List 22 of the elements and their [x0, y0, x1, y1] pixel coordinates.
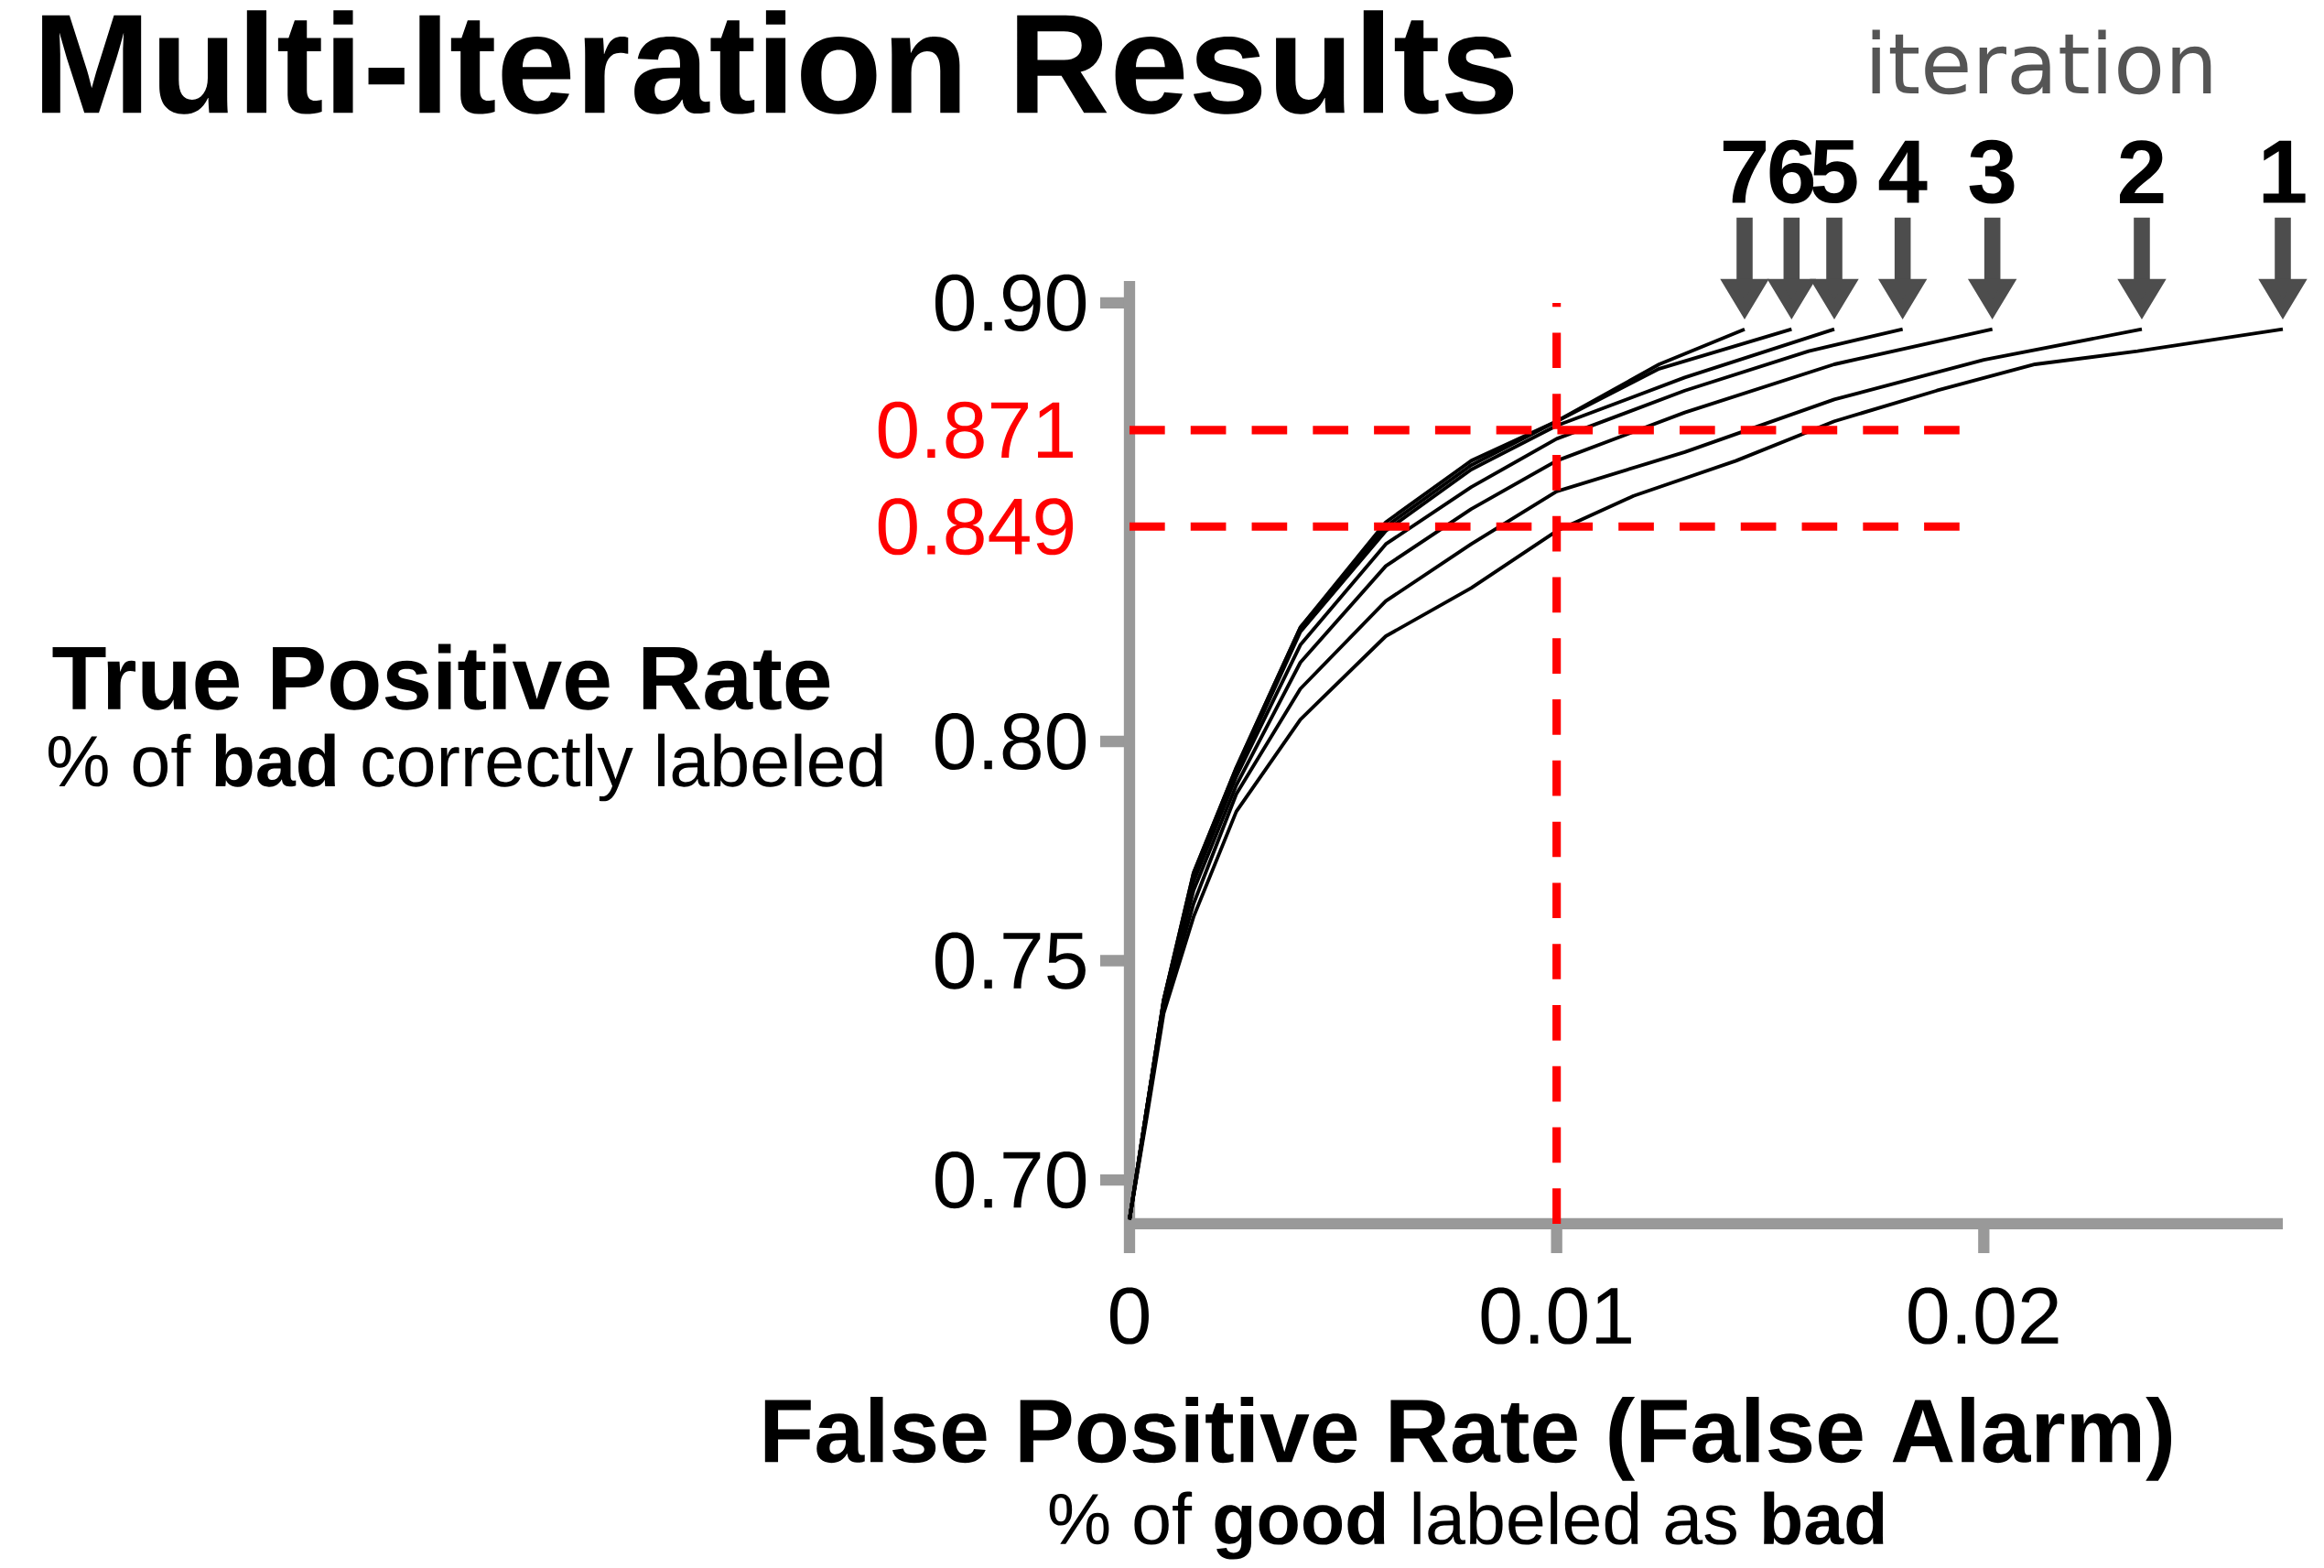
series-label: 4: [1878, 140, 1928, 203]
x-tick-label: 0: [1109, 1287, 1149, 1345]
chart-title: Multi-Iteration Results: [42, 10, 1514, 114]
text: % of bad correctly labeled: [48, 733, 882, 802]
series-label: 1: [2263, 140, 2306, 203]
x-axis-title: False Positive Rate (False Alarm): [764, 1396, 2172, 1481]
y-tick-label: 0.80: [935, 712, 1086, 771]
series-label: 6: [1769, 139, 1814, 204]
series-label: 3: [1969, 139, 2015, 204]
x-tick-label: 0.01: [1481, 1287, 1631, 1345]
ref-line-label: 0.849: [878, 498, 1074, 556]
y-tick-label: 0.90: [935, 274, 1086, 332]
y-axis-title: True Positive Rate: [52, 643, 830, 710]
series-label: 5: [1811, 140, 1857, 203]
legend-title: iteration: [1872, 29, 2211, 95]
y-tick-label: 0.70: [935, 1151, 1086, 1209]
text: % of good labeled as bad: [1049, 1491, 1884, 1560]
x-tick-label: 0.02: [1908, 1287, 2059, 1345]
series-label: 2: [2120, 140, 2164, 204]
ref-line-label: 0.871: [878, 401, 1073, 459]
series-label: 7: [1723, 140, 1767, 203]
y-tick-label: 0.75: [935, 932, 1086, 989]
